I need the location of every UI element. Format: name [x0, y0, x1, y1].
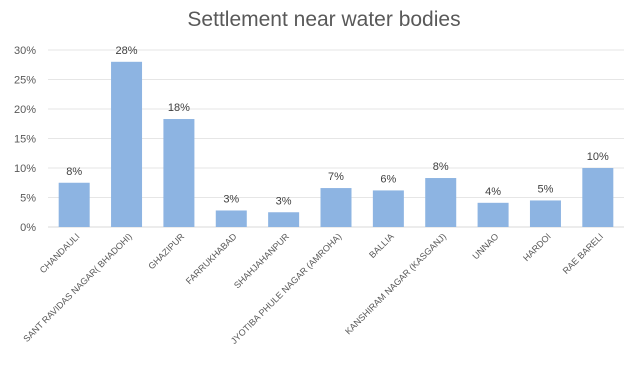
data-label: 4%	[485, 186, 501, 198]
x-tick-label: BALLIA	[367, 231, 396, 260]
y-tick-label: 5%	[20, 193, 36, 205]
x-tick-label: CHANDAULI	[38, 231, 82, 275]
x-tick-label: KANSHIRAM NAGAR (KASGANJ)	[343, 231, 448, 336]
x-tick-label: RAE BARELI	[561, 231, 606, 276]
x-tick-label: JYOTIBA PHULE NAGAR (AMROHA)	[229, 231, 344, 346]
x-tick-label: HARDOI	[521, 231, 553, 263]
bar	[582, 168, 614, 227]
data-label: 8%	[66, 166, 82, 178]
bar	[58, 182, 90, 227]
bar	[111, 61, 143, 227]
y-tick-label: 15%	[14, 134, 36, 146]
y-tick-label: 10%	[14, 163, 36, 175]
data-label: 6%	[380, 173, 396, 185]
data-label: 3%	[276, 195, 292, 207]
data-label: 5%	[538, 183, 554, 195]
bar	[372, 190, 404, 227]
x-tick-label: FARRUKHABAD	[184, 231, 239, 286]
y-tick-label: 25%	[14, 75, 36, 87]
y-axis: 0% 5% 10% 15% 20% 25% 30%	[14, 45, 36, 234]
bar	[425, 178, 457, 227]
data-labels: 8% 28% 18% 3% 3% 7% 6% 8% 4% 5% 10%	[66, 45, 609, 207]
y-tick-label: 20%	[14, 104, 36, 116]
x-tick-label: UNNAO	[470, 231, 500, 261]
x-tick-label: GHAZIPUR	[146, 231, 186, 271]
data-label: 3%	[223, 193, 239, 205]
data-label: 10%	[587, 151, 609, 163]
chart-title: Settlement near water bodies	[187, 8, 460, 31]
gridlines	[48, 49, 624, 228]
y-tick-label: 0%	[20, 222, 36, 234]
data-label: 8%	[433, 161, 449, 173]
bar	[320, 188, 352, 227]
data-label: 28%	[116, 45, 138, 57]
bar	[163, 119, 195, 227]
bar	[215, 210, 247, 227]
data-label: 18%	[168, 102, 190, 114]
data-label: 7%	[328, 171, 344, 183]
bars	[58, 61, 614, 227]
x-tick-label: SANT RAVIDAS NAGAR( BHADOHI)	[21, 231, 134, 344]
bar	[529, 200, 561, 227]
x-tick-label: SHAHJAHANPUR	[232, 231, 291, 290]
bar	[477, 202, 509, 227]
y-tick-label: 30%	[14, 45, 36, 57]
bar	[268, 212, 300, 227]
